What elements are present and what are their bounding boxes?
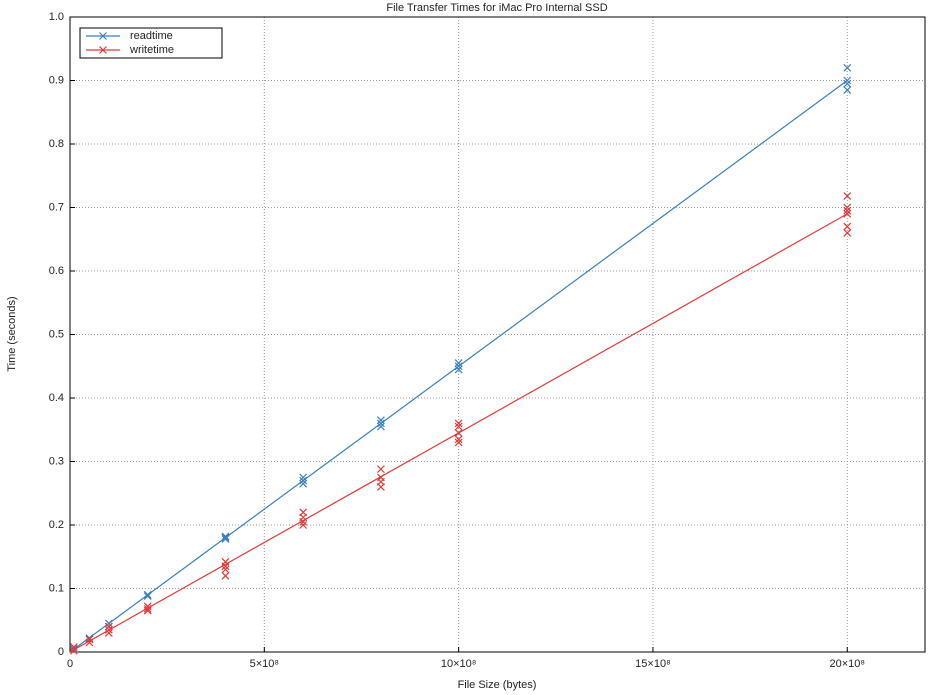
data-point: [85, 638, 94, 647]
data-point: [843, 206, 852, 215]
y-tick-label: 0.5: [49, 328, 64, 340]
data-point: [104, 622, 113, 631]
data-point: [843, 209, 852, 218]
data-point: [454, 422, 463, 431]
data-point: [843, 222, 852, 231]
data-point: [376, 419, 385, 428]
data-point: [843, 76, 852, 85]
data-point: [843, 203, 852, 212]
x-tick-label: 15×10⁸: [635, 658, 671, 670]
data-point: [221, 533, 230, 542]
data-point: [299, 476, 308, 485]
y-tick-label: 1.0: [49, 11, 64, 23]
y-axis-label: Time (seconds): [6, 296, 18, 371]
y-tick-label: 0.6: [49, 265, 64, 277]
data-point: [143, 604, 152, 613]
y-tick-label: 0.1: [49, 582, 64, 594]
data-point: [454, 365, 463, 374]
legend-marker: [99, 32, 107, 40]
data-point: [376, 482, 385, 491]
legend-marker: [99, 46, 107, 54]
data-point: [221, 565, 230, 574]
data-point: [69, 646, 78, 655]
data-point: [843, 86, 852, 94]
data-point: [843, 228, 852, 237]
data-point: [843, 192, 852, 200]
data-point: [454, 435, 463, 444]
data-point: [104, 619, 113, 628]
y-tick-label: 0.9: [49, 74, 64, 86]
chart-title: File Transfer Times for iMac Pro Interna…: [386, 2, 607, 14]
y-tick-label: 0.7: [49, 201, 64, 213]
data-point: [143, 592, 152, 601]
x-tick-label: 5×10⁸: [250, 658, 279, 670]
data-point: [299, 517, 308, 526]
data-point: [299, 521, 308, 529]
y-tick-label: 0.2: [49, 519, 64, 531]
data-point: [454, 419, 463, 428]
legend-label: writetime: [129, 44, 174, 56]
y-tick-label: 0: [58, 646, 64, 658]
data-point: [143, 606, 152, 615]
data-point: [143, 590, 152, 599]
x-tick-label: 10×10⁸: [441, 658, 477, 670]
data-point: [69, 642, 78, 651]
data-point: [104, 625, 113, 634]
data-point: [376, 416, 385, 425]
data-point: [299, 473, 308, 482]
legend-box: [79, 27, 223, 59]
data-point: [104, 629, 113, 637]
data-point: [221, 562, 230, 571]
plot-frame: [69, 16, 926, 653]
y-tick-label: 0.4: [49, 392, 64, 404]
data-point: [221, 571, 230, 580]
data-point: [454, 438, 463, 447]
data-point: [299, 479, 308, 488]
data-point: [376, 465, 385, 474]
data-point: [454, 429, 463, 437]
data-point: [221, 532, 230, 541]
x-axis-label: File Size (bytes): [458, 679, 537, 691]
y-tick-label: 0.3: [49, 455, 64, 467]
data-point: [843, 79, 852, 88]
data-point: [454, 362, 463, 371]
data-point: [85, 635, 94, 644]
x-tick-label: 0: [67, 658, 73, 670]
data-point: [454, 359, 463, 367]
y-tick-label: 0.8: [49, 138, 64, 150]
data-point: [843, 63, 852, 72]
data-point: [221, 535, 230, 543]
data-point: [376, 422, 385, 431]
legend-label: readtime: [130, 30, 173, 42]
x-tick-label: 20×10⁸: [829, 658, 865, 670]
